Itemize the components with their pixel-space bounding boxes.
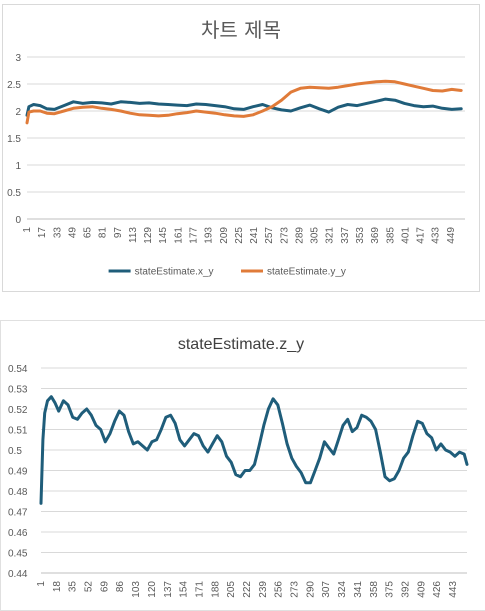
x-tick-label: 305 xyxy=(310,227,321,244)
x-tick-label: 307 xyxy=(321,581,332,598)
x-tick-label: 433 xyxy=(431,227,442,244)
y-tick-label: 0.46 xyxy=(8,528,28,539)
x-tick-label: 324 xyxy=(337,581,348,598)
y-tick-label: 0.49 xyxy=(8,467,28,478)
x-tick-label: 120 xyxy=(147,581,158,598)
x-tick-label: 375 xyxy=(385,581,396,598)
chart-xy-svg: 차트 제목 0 0.5 1 1.5 2 2.5 3 1 17 33 49 65 81 97 113 129 14… xyxy=(7,18,465,278)
x-tick-label: 49 xyxy=(67,227,78,239)
chart-title: stateEstimate.z_y xyxy=(178,336,304,353)
x-tick-label: 1 xyxy=(36,581,47,587)
y-tick-label: 0.45 xyxy=(8,549,28,560)
y-tick-label: 1.5 xyxy=(7,134,21,145)
chart-z[interactable]: stateEstimate.z_y 0.44 0.45 0.46 0.47 0.48 0.… xyxy=(0,320,485,611)
x-tick-label: 289 xyxy=(294,227,305,244)
x-tick-label: 18 xyxy=(52,581,63,593)
x-tick-label: 81 xyxy=(98,227,109,239)
x-tick-label: 209 xyxy=(219,227,230,244)
x-tick-label: 161 xyxy=(173,227,184,244)
y-tick-label: 1 xyxy=(15,161,21,172)
x-tick-label: 443 xyxy=(448,581,459,598)
x-tick-label: 193 xyxy=(204,227,215,244)
x-tick-label: 129 xyxy=(143,227,154,244)
series-line-2 xyxy=(25,79,463,125)
y-tick-label: 0.54 xyxy=(8,364,28,375)
x-tick-label: 321 xyxy=(325,227,336,244)
x-tick-label: 409 xyxy=(416,581,427,598)
x-tick-label: 239 xyxy=(258,581,269,598)
y-tick-label: 0.47 xyxy=(8,508,28,519)
x-tick-label: 385 xyxy=(385,227,396,244)
x-tick-label: 145 xyxy=(158,227,169,244)
x-tick-label: 341 xyxy=(353,581,364,598)
y-tick-label: 0.51 xyxy=(8,426,28,437)
x-tick-label: 426 xyxy=(432,581,443,598)
x-tick-label: 1 xyxy=(22,227,33,233)
x-tick-label: 225 xyxy=(234,227,245,244)
chart-title: 차트 제목 xyxy=(201,18,281,42)
x-tick-label: 205 xyxy=(226,581,237,598)
y-tick-label: 0.44 xyxy=(8,569,28,580)
series-line-1 xyxy=(25,97,463,117)
x-tick-label: 256 xyxy=(274,581,285,598)
legend-label: stateEstimate.y_y xyxy=(267,267,346,278)
x-tick-label: 35 xyxy=(68,581,79,593)
x-tick-label: 273 xyxy=(279,227,290,244)
x-tick-label: 113 xyxy=(128,227,139,243)
x-tick-label: 17 xyxy=(37,227,48,239)
y-tick-label: 0.52 xyxy=(8,405,28,416)
x-tick-label: 257 xyxy=(264,227,275,244)
x-tick-label: 290 xyxy=(305,581,316,598)
x-tick-label: 241 xyxy=(249,227,260,244)
x-tick-label: 337 xyxy=(340,227,351,244)
x-tick-label: 65 xyxy=(83,227,94,239)
y-tick-label: 0.5 xyxy=(7,188,21,199)
x-tick-label: 69 xyxy=(99,581,110,593)
x-tick-label: 401 xyxy=(400,227,411,244)
chart-xy[interactable]: 차트 제목 0 0.5 1 1.5 2 2.5 3 1 17 33 49 65 81 97 113 129 14… xyxy=(2,4,480,292)
x-tick-label: 369 xyxy=(370,227,381,244)
series-line-1 xyxy=(39,395,469,505)
x-tick-label: 222 xyxy=(242,581,253,598)
x-tick-label: 392 xyxy=(400,581,411,598)
x-tick-label: 273 xyxy=(290,581,301,598)
x-tick-label: 103 xyxy=(131,581,142,598)
x-tick-label: 33 xyxy=(52,227,63,239)
y-tick-label: 3 xyxy=(15,53,21,64)
x-tick-label: 417 xyxy=(416,227,427,244)
legend-label: stateEstimate.x_y xyxy=(135,267,214,278)
x-tick-label: 177 xyxy=(188,227,199,244)
x-tick-label: 358 xyxy=(369,581,380,598)
y-tick-label: 2 xyxy=(15,107,21,118)
y-tick-label: 2.5 xyxy=(7,80,21,91)
x-tick-label: 97 xyxy=(113,227,124,239)
x-tick-label: 353 xyxy=(355,227,366,244)
y-tick-label: 0.48 xyxy=(8,487,28,498)
y-tick-label: 0 xyxy=(15,215,21,226)
x-tick-label: 86 xyxy=(115,581,126,593)
x-tick-label: 449 xyxy=(446,227,457,244)
y-tick-label: 0.5 xyxy=(8,446,22,457)
chart-z-svg: stateEstimate.z_y 0.44 0.45 0.46 0.47 0.48 0.… xyxy=(8,336,469,598)
x-tick-label: 154 xyxy=(179,581,190,598)
x-tick-label: 188 xyxy=(210,581,221,598)
x-tick-label: 171 xyxy=(194,581,205,598)
x-tick-label: 137 xyxy=(163,581,174,598)
y-tick-label: 0.53 xyxy=(8,385,28,396)
x-tick-label: 52 xyxy=(84,581,95,593)
